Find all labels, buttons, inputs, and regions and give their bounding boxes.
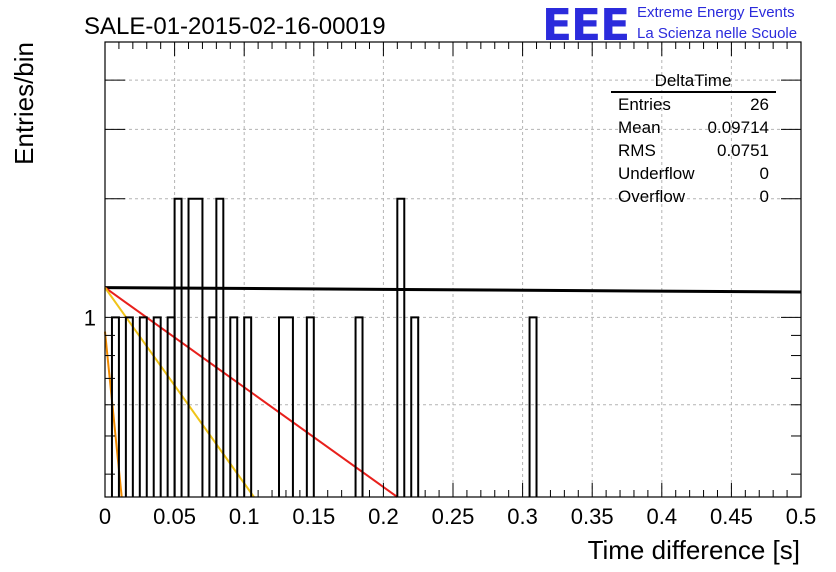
x-tick-label: 0.2 bbox=[368, 504, 399, 529]
stats-value-mean: 0.09714 bbox=[708, 118, 769, 137]
x-tick-label: 0.25 bbox=[432, 504, 475, 529]
stats-value-underflow: 0 bbox=[760, 164, 769, 183]
stats-value-overflow: 0 bbox=[760, 187, 769, 206]
stats-label-underflow: Underflow bbox=[618, 164, 695, 183]
x-axis-title: Time difference [s] bbox=[588, 535, 800, 565]
stats-title: DeltaTime bbox=[655, 71, 732, 90]
axis-ticks bbox=[104, 42, 802, 497]
histogram-bin bbox=[229, 316, 239, 497]
x-tick-label: 0 bbox=[99, 504, 111, 529]
stats-value-entries: 26 bbox=[750, 95, 769, 114]
stats-label-overflow: Overflow bbox=[618, 187, 686, 206]
histogram-bin bbox=[187, 197, 204, 497]
y-tick-label: 1 bbox=[84, 305, 96, 330]
histogram-bin bbox=[215, 197, 225, 497]
fit-line-flat bbox=[104, 286, 802, 294]
histogram-bin bbox=[124, 316, 134, 497]
histogram-bin bbox=[410, 316, 420, 497]
stats-box: DeltaTime Entries 26 Mean 0.09714 RMS 0.0751 U… bbox=[611, 71, 776, 206]
stats-rows: Entries 26 Mean 0.09714 RMS 0.0751 Underflow 0 O… bbox=[618, 95, 769, 206]
histogram-bin bbox=[528, 316, 538, 497]
x-tick-label: 0.45 bbox=[710, 504, 753, 529]
x-tick-labels: 0 0.05 0.1 0.15 0.2 0.25 0.3 0.35 0.4 0.45 0.5 bbox=[99, 504, 816, 529]
histogram-bin bbox=[138, 316, 148, 497]
histogram-bin bbox=[243, 316, 253, 497]
stats-label-entries: Entries bbox=[618, 95, 671, 114]
histogram-bin bbox=[208, 316, 218, 497]
histogram-bin bbox=[166, 316, 176, 497]
y-axis-title: Entries/bin bbox=[9, 42, 39, 165]
stats-label-mean: Mean bbox=[618, 118, 661, 137]
logo-line-2: La Scienza nelle Scuole bbox=[637, 25, 797, 42]
logo-line-1: Extreme Energy Events bbox=[637, 4, 795, 21]
x-tick-label: 0.4 bbox=[647, 504, 678, 529]
run-title: SALE-01-2015-02-16-00019 bbox=[84, 13, 386, 40]
x-tick-label: 0.1 bbox=[229, 504, 260, 529]
histogram-bins bbox=[110, 197, 538, 497]
histogram-bin bbox=[152, 316, 162, 497]
histogram-bin bbox=[278, 316, 294, 497]
y-tick-labels: 1 bbox=[84, 305, 96, 330]
x-tick-label: 0.35 bbox=[571, 504, 614, 529]
stats-label-rms: RMS bbox=[618, 141, 656, 160]
histogram-bin bbox=[173, 197, 183, 497]
x-tick-label: 0.3 bbox=[507, 504, 538, 529]
histogram-bin bbox=[305, 316, 315, 497]
x-tick-label: 0.5 bbox=[786, 504, 817, 529]
histogram-bin bbox=[396, 197, 406, 497]
eee-logo: EEE bbox=[542, 0, 629, 51]
x-tick-label: 0.05 bbox=[153, 504, 196, 529]
x-tick-label: 0.15 bbox=[292, 504, 335, 529]
fit-line-yellow bbox=[104, 287, 255, 498]
stats-value-rms: 0.0751 bbox=[717, 141, 769, 160]
histogram-bin bbox=[354, 316, 364, 497]
